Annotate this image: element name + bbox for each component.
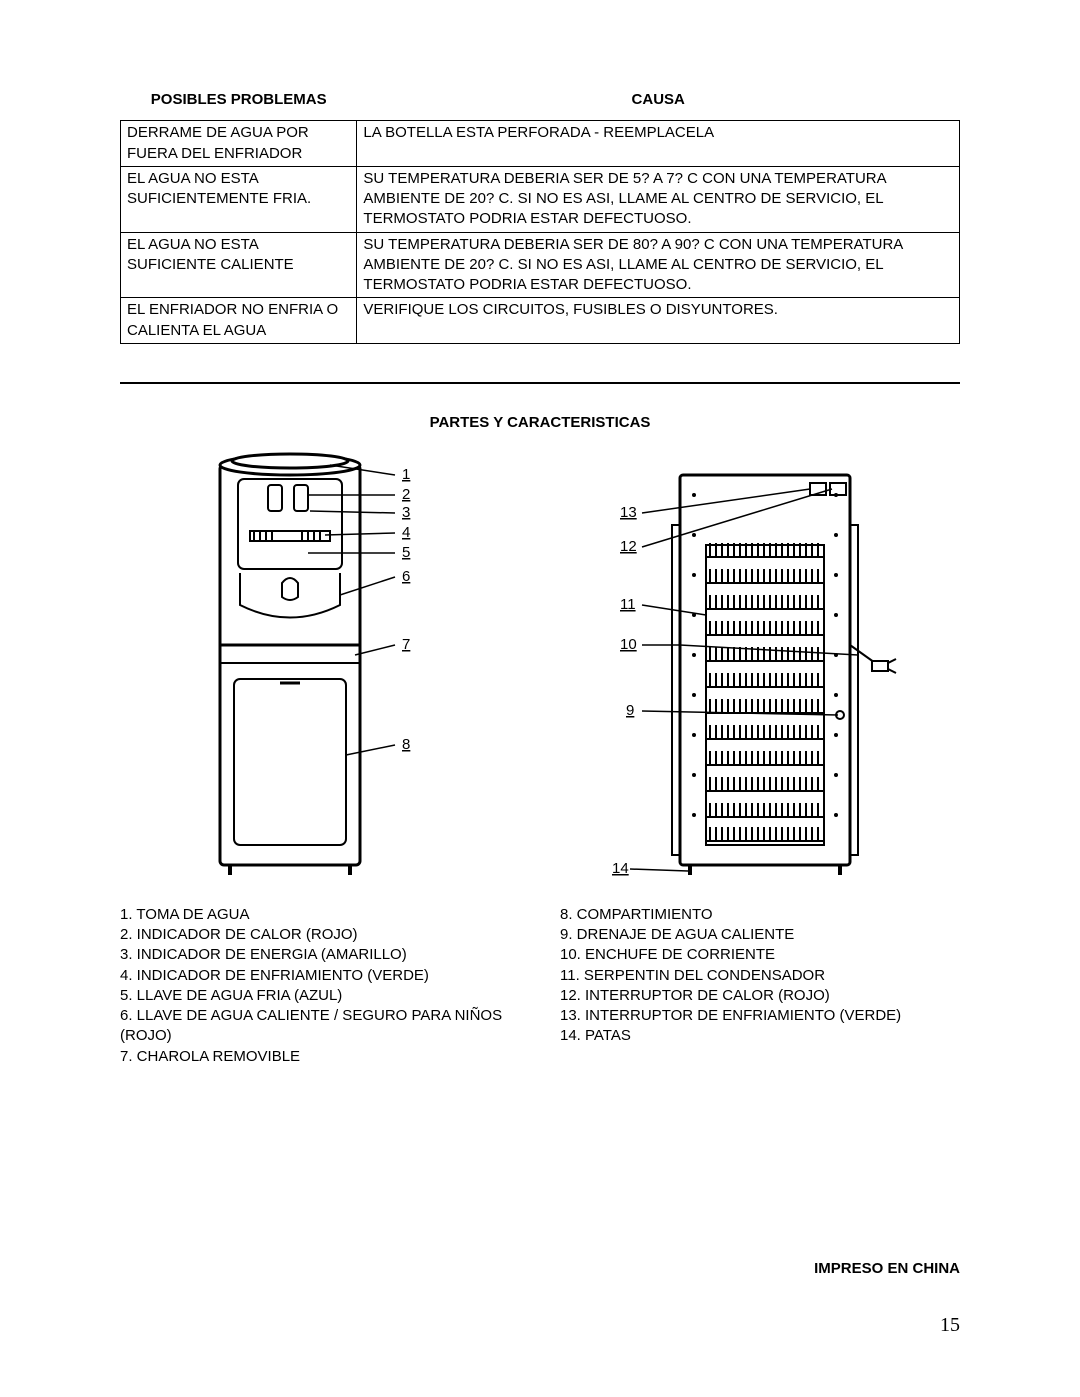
table-row: EL AGUA NO ESTA SUFICIENTE CALIENTE SU T… <box>121 232 960 298</box>
front-label-8: 8 <box>402 736 410 753</box>
back-label-13: 13 <box>620 504 637 521</box>
figures-row: 1 2 3 4 5 6 7 8 <box>120 445 960 885</box>
cell-problem: EL AGUA NO ESTA SUFICIENTEMENTE FRIA. <box>121 166 357 232</box>
parts-list-right: 8. COMPARTIMIENTO 9. DRENAJE DE AGUA CAL… <box>560 905 960 1067</box>
list-item: 10. ENCHUFE DE CORRIENTE <box>560 945 960 965</box>
list-item: 5. LLAVE DE AGUA FRIA (AZUL) <box>120 986 520 1006</box>
front-label-5: 5 <box>402 544 410 561</box>
front-view-figure: 1 2 3 4 5 6 7 8 <box>120 445 520 885</box>
page-number: 15 <box>940 1314 960 1337</box>
troubleshoot-table: POSIBLES PROBLEMAS CAUSA DERRAME DE AGUA… <box>120 90 960 344</box>
front-label-7: 7 <box>402 636 410 653</box>
col-header-cause: CAUSA <box>357 90 960 121</box>
list-item: 7. CHAROLA REMOVIBLE <box>120 1047 520 1067</box>
parts-lists: 1. TOMA DE AGUA 2. INDICADOR DE CALOR (R… <box>120 905 960 1067</box>
front-label-4: 4 <box>402 524 410 541</box>
parts-list-left: 1. TOMA DE AGUA 2. INDICADOR DE CALOR (R… <box>120 905 520 1067</box>
section-divider <box>120 382 960 384</box>
cell-cause: SU TEMPERATURA DEBERIA SER DE 80? A 90? … <box>357 232 960 298</box>
list-item: 3. INDICADOR DE ENERGIA (AMARILLO) <box>120 945 520 965</box>
list-item: 8. COMPARTIMIENTO <box>560 905 960 925</box>
footer-imprint: IMPRESO EN CHINA <box>814 1260 960 1277</box>
back-view-figure: 13 12 11 10 9 14 <box>560 465 960 885</box>
list-item: 2. INDICADOR DE CALOR (ROJO) <box>120 925 520 945</box>
list-item: 13. INTERRUPTOR DE ENFRIAMIENTO (VERDE) <box>560 1006 960 1026</box>
col-header-problem: POSIBLES PROBLEMAS <box>121 90 357 121</box>
cell-cause: VERIFIQUE LOS CIRCUITOS, FUSIBLES O DISY… <box>357 298 960 344</box>
cell-cause: LA BOTELLA ESTA PERFORADA - REEMPLACELA <box>357 121 960 167</box>
front-label-3: 3 <box>402 504 410 521</box>
front-label-6: 6 <box>402 568 410 585</box>
back-label-11: 11 <box>620 596 636 613</box>
front-label-1: 1 <box>402 466 410 483</box>
table-row: DERRAME DE AGUA POR FUERA DEL ENFRIADOR … <box>121 121 960 167</box>
back-label-12: 12 <box>620 538 637 555</box>
list-item: 12. INTERRUPTOR DE CALOR (ROJO) <box>560 986 960 1006</box>
table-row: EL ENFRIADOR NO ENFRIA O CALIENTA EL AGU… <box>121 298 960 344</box>
back-view-svg: 13 12 11 10 9 14 <box>610 465 910 885</box>
cell-problem: EL ENFRIADOR NO ENFRIA O CALIENTA EL AGU… <box>121 298 357 344</box>
parts-section-title: PARTES Y CARACTERISTICAS <box>120 414 960 431</box>
front-view-svg: 1 2 3 4 5 6 7 8 <box>190 445 450 885</box>
cell-cause: SU TEMPERATURA DEBERIA SER DE 5? A 7? C … <box>357 166 960 232</box>
list-item: 14. PATAS <box>560 1026 960 1046</box>
cell-problem: EL AGUA NO ESTA SUFICIENTE CALIENTE <box>121 232 357 298</box>
back-label-14: 14 <box>612 860 629 877</box>
list-item: 1. TOMA DE AGUA <box>120 905 520 925</box>
list-item: 11. SERPENTIN DEL CONDENSADOR <box>560 966 960 986</box>
list-item: 9. DRENAJE DE AGUA CALIENTE <box>560 925 960 945</box>
back-label-9: 9 <box>626 702 634 719</box>
table-row: EL AGUA NO ESTA SUFICIENTEMENTE FRIA. SU… <box>121 166 960 232</box>
back-label-10: 10 <box>620 636 637 653</box>
list-item: 6. LLAVE DE AGUA CALIENTE / SEGURO PARA … <box>120 1006 520 1047</box>
list-item: 4. INDICADOR DE ENFRIAMIENTO (VERDE) <box>120 966 520 986</box>
front-label-2: 2 <box>402 486 410 503</box>
cell-problem: DERRAME DE AGUA POR FUERA DEL ENFRIADOR <box>121 121 357 167</box>
